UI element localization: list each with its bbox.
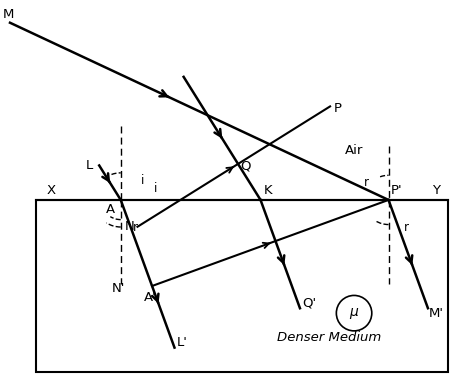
Text: N: N: [125, 220, 135, 233]
Text: i: i: [154, 181, 157, 195]
Text: M: M: [2, 8, 14, 22]
Text: Denser Medium: Denser Medium: [277, 331, 382, 344]
Text: Q: Q: [241, 160, 251, 172]
Text: r: r: [133, 221, 138, 234]
Text: $\mu$: $\mu$: [349, 306, 359, 321]
Text: P': P': [391, 184, 402, 197]
Text: r: r: [404, 221, 409, 234]
Text: Q': Q': [303, 297, 317, 310]
Text: A': A': [144, 291, 156, 304]
Text: A: A: [106, 203, 116, 216]
Text: Y: Y: [432, 184, 440, 197]
Text: L': L': [177, 336, 188, 349]
Text: Air: Air: [345, 144, 363, 157]
Text: M': M': [428, 307, 443, 320]
Text: P: P: [334, 102, 342, 115]
Text: i: i: [141, 174, 144, 187]
Text: X: X: [46, 184, 55, 197]
Text: r: r: [365, 176, 369, 189]
Text: L: L: [86, 159, 93, 172]
Text: K: K: [264, 184, 273, 197]
Text: N': N': [112, 282, 126, 295]
